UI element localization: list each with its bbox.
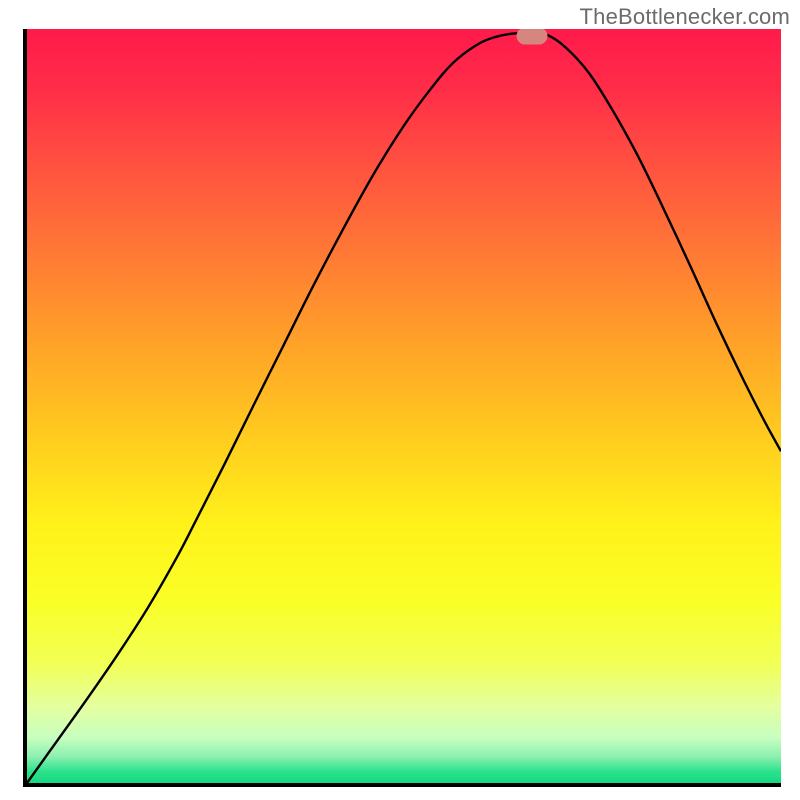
x-axis-line (23, 783, 781, 787)
optimum-marker (517, 29, 548, 44)
y-axis-line (23, 29, 27, 783)
plot-area (27, 29, 781, 783)
gradient-background (27, 29, 781, 783)
watermark-text: TheBottlenecker.com (580, 4, 790, 30)
chart-container: TheBottlenecker.com (0, 0, 800, 800)
